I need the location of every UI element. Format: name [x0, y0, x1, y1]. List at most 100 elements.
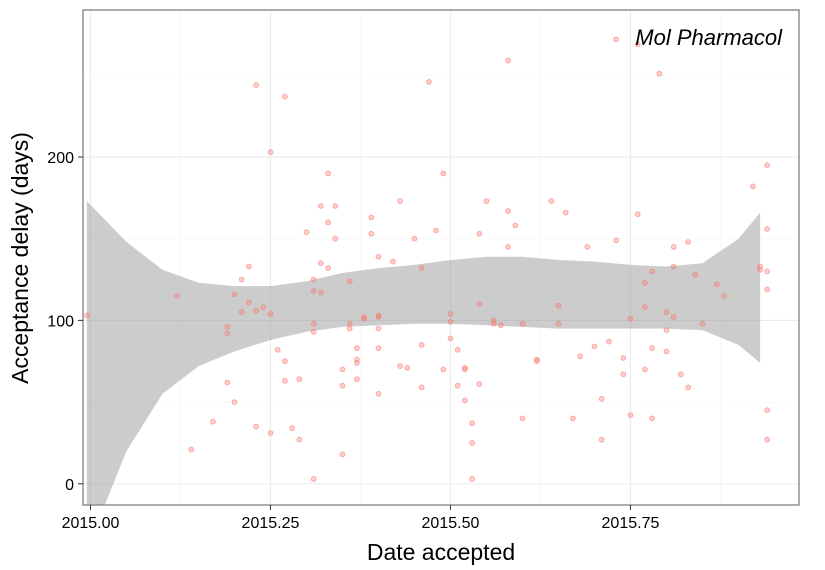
- data-point: [505, 208, 512, 214]
- data-point: [289, 425, 296, 432]
- x-axis: 2015.00 2015.25 2015.50 2015.75: [62, 505, 660, 532]
- data-point: [310, 320, 317, 327]
- data-point: [310, 288, 317, 294]
- data-point: [577, 353, 583, 360]
- data-point: [246, 299, 252, 306]
- y-tick-label: 100: [47, 313, 74, 330]
- data-point: [764, 268, 771, 275]
- data-point: [318, 289, 324, 296]
- data-point: [670, 314, 677, 321]
- data-point: [260, 304, 267, 311]
- data-point: [224, 379, 231, 386]
- data-point: [764, 286, 771, 293]
- data-point: [282, 93, 288, 100]
- data-point: [519, 415, 526, 422]
- data-point: [339, 382, 346, 389]
- data-point: [634, 211, 641, 218]
- data-point: [447, 335, 454, 342]
- data-point: [282, 377, 288, 384]
- data-point: [562, 209, 569, 216]
- data-point: [764, 436, 771, 443]
- data-point: [699, 320, 706, 327]
- data-point: [642, 304, 648, 311]
- data-point: [670, 244, 677, 250]
- panel-annotation: Mol Pharmacol: [635, 25, 783, 50]
- data-point: [224, 330, 231, 337]
- data-point: [613, 237, 619, 244]
- data-point: [634, 41, 641, 48]
- data-point: [174, 293, 180, 299]
- data-point: [354, 376, 360, 383]
- data-point: [642, 279, 648, 286]
- data-point: [375, 314, 382, 321]
- data-point: [267, 430, 274, 437]
- data-point: [375, 345, 382, 352]
- data-point: [418, 265, 425, 272]
- data-point: [505, 244, 512, 250]
- data-point: [375, 391, 382, 397]
- data-point: [282, 358, 288, 365]
- data-point: [426, 79, 432, 85]
- data-point: [418, 342, 425, 348]
- data-point: [368, 214, 375, 221]
- data-point: [534, 358, 540, 365]
- data-point: [663, 348, 670, 355]
- x-tick-label: 2015.75: [602, 515, 660, 532]
- data-point: [649, 415, 655, 422]
- data-point: [253, 307, 260, 314]
- data-point: [310, 328, 317, 335]
- data-point: [462, 364, 468, 371]
- data-point: [584, 244, 591, 250]
- data-point: [757, 263, 763, 270]
- data-point: [555, 320, 562, 327]
- data-point: [620, 355, 627, 361]
- data-point: [649, 345, 655, 352]
- data-point: [397, 198, 404, 205]
- data-point: [210, 418, 216, 425]
- data-point: [454, 346, 461, 353]
- data-point: [764, 162, 771, 169]
- data-point: [462, 397, 468, 404]
- data-point: [397, 363, 404, 370]
- data-point: [375, 253, 382, 260]
- data-point: [433, 227, 440, 234]
- x-tick-label: 2015.50: [422, 515, 480, 532]
- data-point: [296, 436, 303, 443]
- data-point: [274, 346, 281, 353]
- data-point: [483, 198, 490, 205]
- data-point: [84, 312, 90, 319]
- data-point: [469, 420, 476, 427]
- data-point: [750, 183, 756, 190]
- data-point: [447, 319, 454, 325]
- data-point: [310, 276, 317, 283]
- data-point: [267, 311, 274, 317]
- data-point: [267, 149, 274, 156]
- data-point: [253, 423, 260, 430]
- data-point: [764, 226, 771, 232]
- y-tick-label: 0: [65, 477, 74, 494]
- data-point: [332, 235, 339, 242]
- data-point: [519, 320, 526, 327]
- data-point: [570, 415, 576, 422]
- data-point: [591, 343, 598, 350]
- y-axis-title: Acceptance delay (days): [7, 132, 33, 384]
- plot-panel-background: [83, 10, 799, 505]
- data-point: [346, 325, 353, 332]
- data-point: [627, 412, 634, 419]
- data-point: [606, 338, 612, 345]
- data-point: [555, 302, 562, 309]
- data-point: [656, 70, 663, 77]
- data-point: [498, 322, 504, 329]
- data-point: [685, 384, 691, 391]
- data-point: [404, 364, 411, 371]
- data-point: [663, 327, 670, 334]
- data-point: [620, 371, 627, 378]
- data-point: [325, 219, 332, 226]
- data-point: [332, 203, 339, 209]
- data-point: [469, 440, 476, 446]
- data-point: [339, 451, 346, 458]
- data-point: [490, 320, 497, 327]
- y-tick-label: 200: [47, 150, 74, 167]
- data-point: [678, 371, 684, 378]
- data-point: [505, 57, 512, 64]
